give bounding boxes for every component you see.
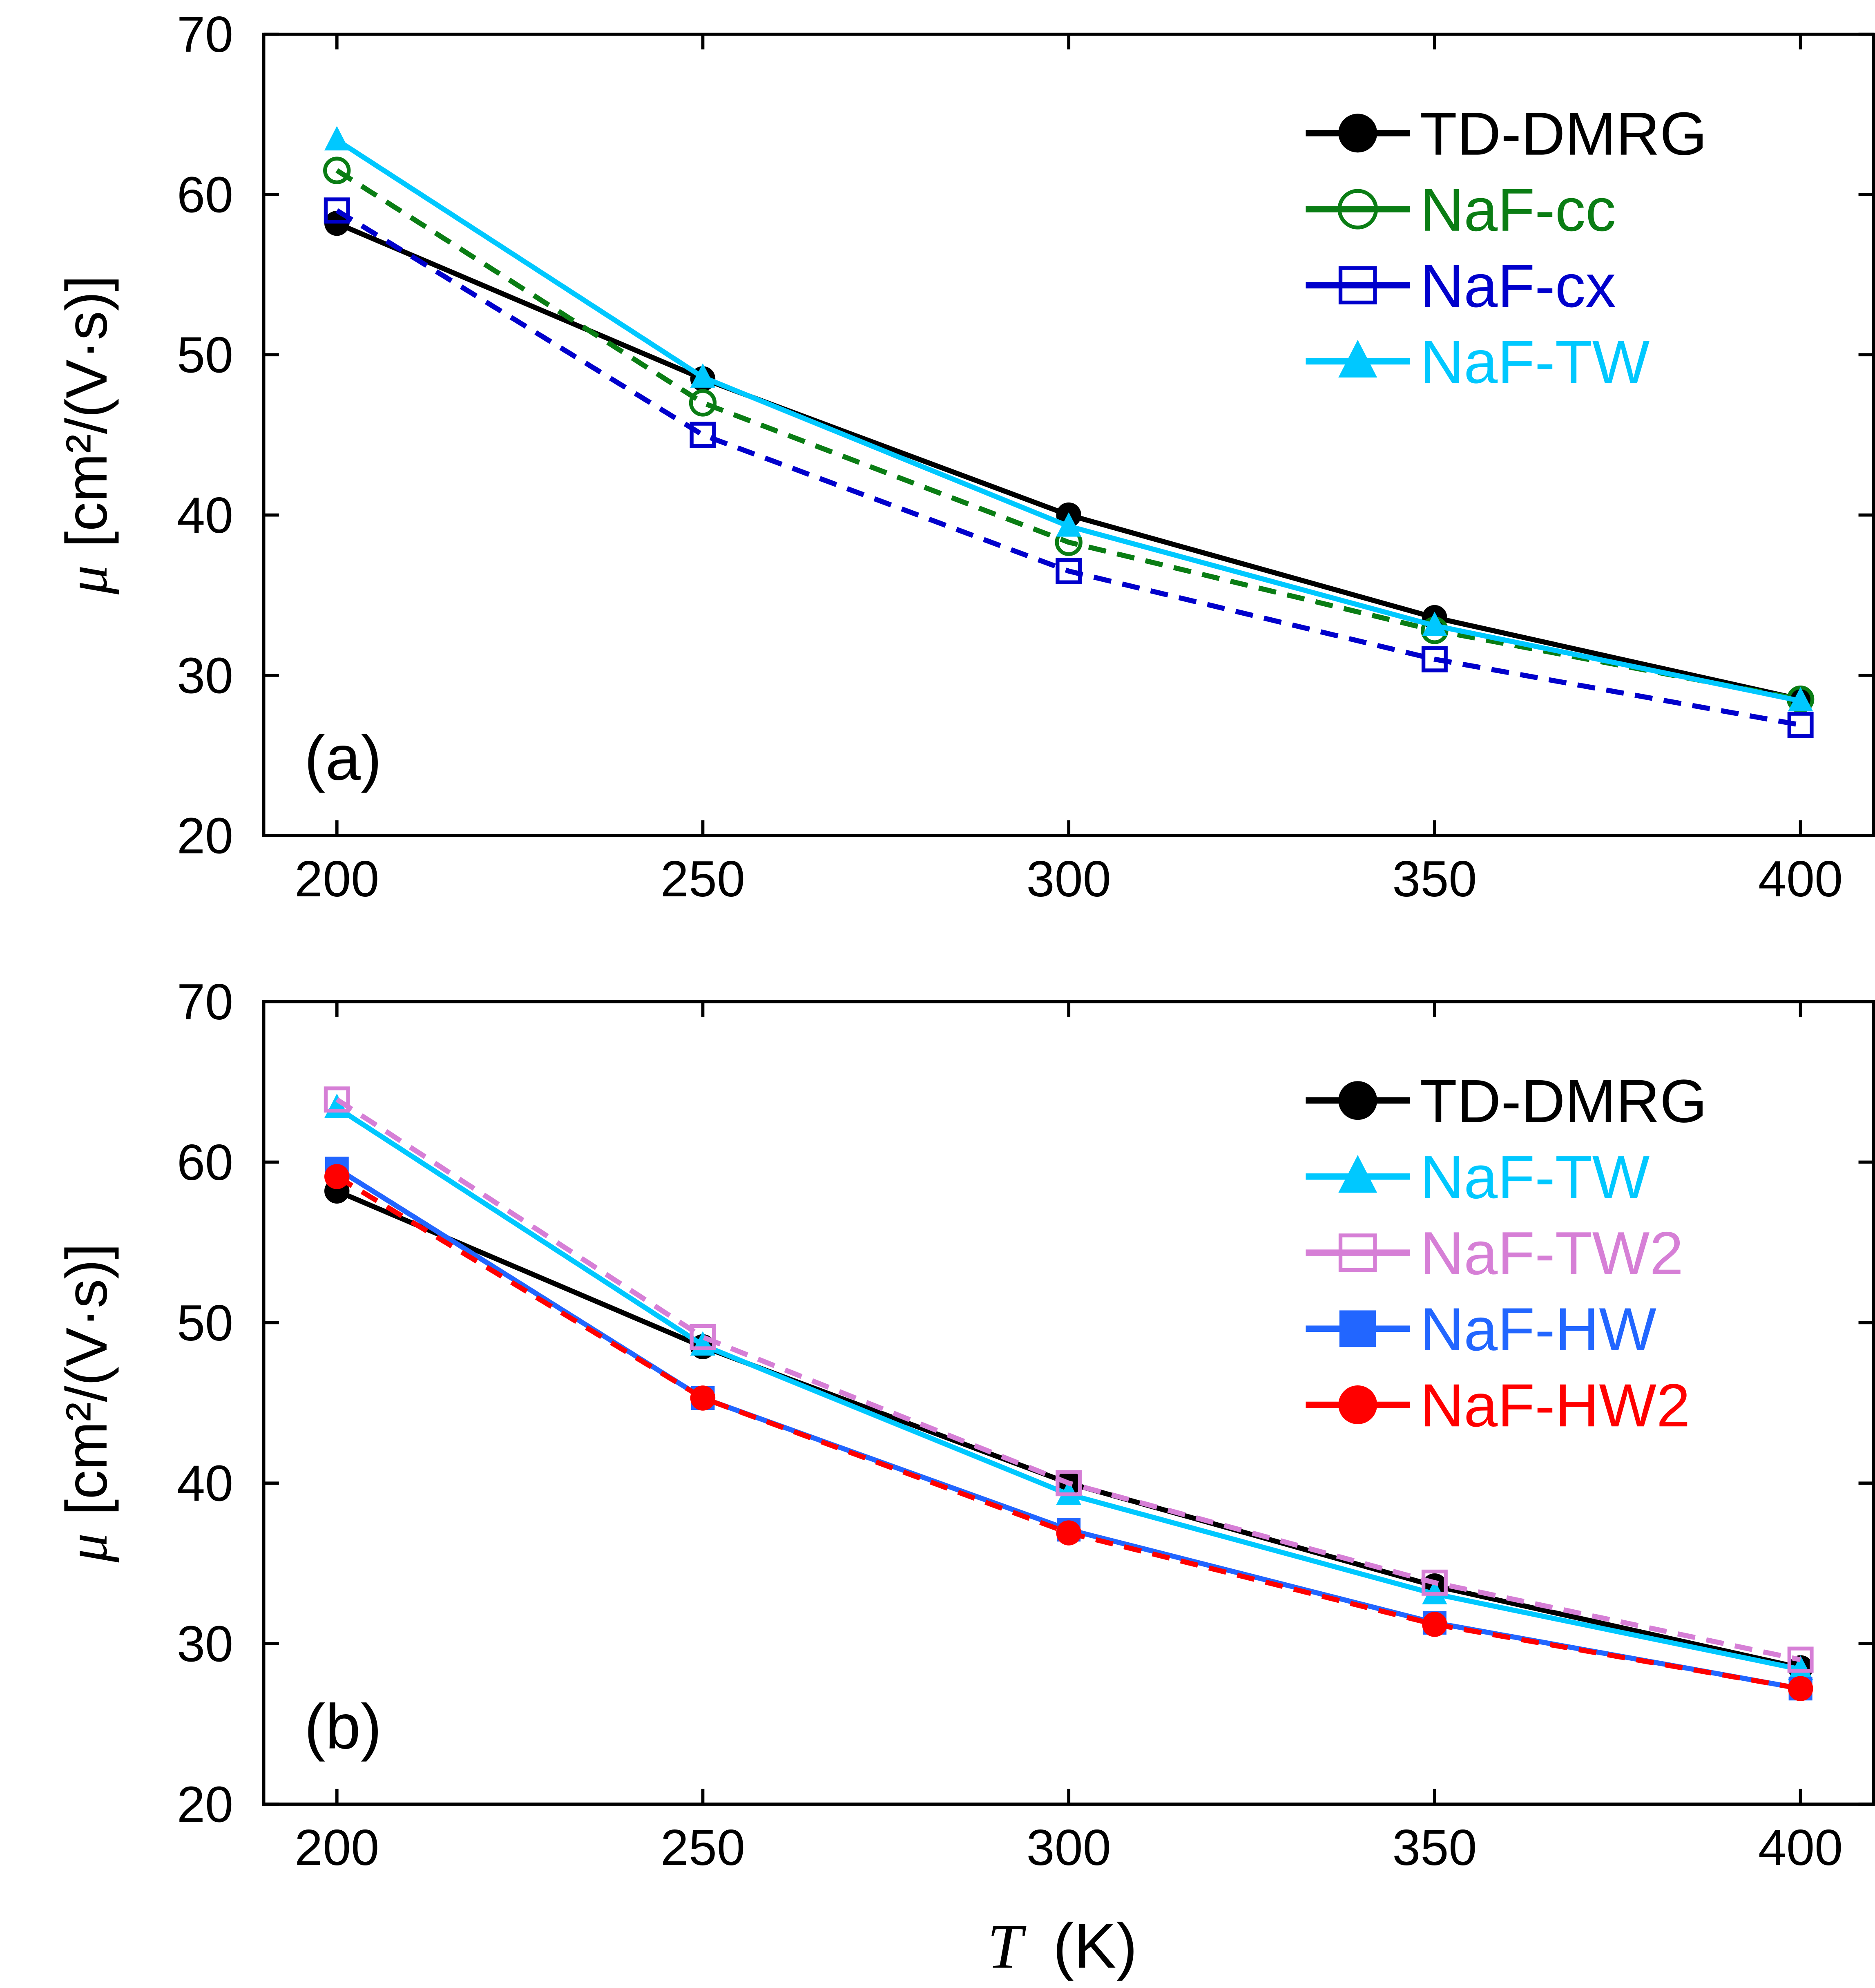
y-tick-label: 70 (177, 7, 233, 63)
data-point (690, 1324, 716, 1350)
series-naf-tw (324, 126, 1813, 712)
legend-marker (1338, 114, 1377, 153)
legend-label: NaF-TW (1420, 1143, 1650, 1211)
series-line (335, 208, 1801, 728)
y-tick-label: 20 (177, 1776, 233, 1833)
y-axis-label: μ [cm²/(V·s)] (54, 1243, 119, 1563)
data-point (690, 422, 716, 448)
y-tick-label: 30 (177, 1616, 233, 1673)
legend-item: NaF-TW (1306, 1143, 1650, 1211)
y-axis-symbol: μ (55, 1533, 119, 1563)
data-point (1787, 712, 1814, 738)
y-axis-units: [cm²/(V·s)] (54, 1243, 119, 1515)
data-point (1422, 612, 1447, 636)
y-tick-label: 40 (177, 1456, 233, 1512)
legend-item: TD-DMRG (1306, 100, 1707, 168)
legend-marker (1338, 340, 1377, 378)
legend-marker (1338, 266, 1377, 305)
x-tick-label: 300 (1027, 1820, 1111, 1876)
y-tick-label: 40 (177, 487, 233, 544)
series-naf-tw2 (324, 1086, 1814, 1673)
data-point (324, 1086, 350, 1113)
legend-label: TD-DMRG (1420, 1067, 1707, 1135)
panel-b: 200 250 300 350 400 20 30 40 50 60 70 μ [cm²/(V·s)] (… (54, 974, 1875, 1876)
legend-marker (1338, 1233, 1377, 1272)
y-tick-label: 60 (177, 1135, 233, 1191)
legend-label: NaF-cx (1420, 252, 1616, 320)
data-point (1788, 1655, 1813, 1680)
data-point (324, 197, 350, 224)
legend-marker (1338, 1385, 1377, 1424)
legend-item: NaF-TW (1306, 328, 1650, 396)
x-tick-label: 200 (295, 851, 379, 907)
data-point (1787, 1646, 1814, 1673)
x-axis-label: T (K) (987, 1910, 1137, 1981)
data-point (1056, 558, 1082, 584)
legend-item: NaF-TW2 (1306, 1219, 1683, 1287)
data-point (1056, 1520, 1081, 1546)
x-tick-label: 200 (295, 1820, 379, 1876)
y-tick-label: 20 (177, 808, 233, 864)
y-axis-label: μ [cm²/(V·s)] (54, 275, 119, 595)
legend-item: NaF-cx (1306, 252, 1616, 320)
data-point (323, 156, 351, 184)
y-axis-symbol: μ (55, 565, 119, 595)
series-naf-cx (324, 197, 1814, 738)
series-line (335, 1097, 1801, 1662)
x-tick-label: 250 (661, 1820, 745, 1876)
x-axis-symbol: T (987, 1911, 1027, 1981)
legend-marker (1337, 189, 1378, 230)
data-point (1421, 1569, 1448, 1596)
series-line (335, 168, 1801, 702)
data-point (690, 363, 716, 388)
series-naf-hw2 (324, 1164, 1813, 1701)
panel-a: 200 250 300 350 400 20 30 40 50 60 70 μ [cm²/(V·s)] (… (54, 7, 1875, 907)
legend-label: NaF-TW2 (1420, 1219, 1683, 1287)
data-point (1422, 1612, 1447, 1637)
legend-item: NaF-cc (1306, 176, 1616, 244)
y-tick-label: 30 (177, 648, 233, 704)
x-tick-label: 350 (1392, 851, 1477, 907)
data-point (1788, 1676, 1813, 1701)
x-tick-label: 400 (1758, 1820, 1843, 1876)
data-point (324, 1164, 350, 1189)
legend-label: TD-DMRG (1420, 100, 1707, 168)
data-point (1056, 1470, 1082, 1497)
legend-item: NaF-HW2 (1306, 1371, 1690, 1439)
panel-label: (a) (304, 723, 382, 793)
data-point (324, 126, 350, 151)
legend-item: TD-DMRG (1306, 1067, 1707, 1135)
data-point (690, 1385, 716, 1411)
y-tick-label: 60 (177, 167, 233, 223)
y-tick-label: 70 (177, 974, 233, 1030)
legend-label: NaF-HW2 (1420, 1371, 1690, 1439)
legend-item: NaF-HW (1306, 1295, 1657, 1363)
x-tick-label: 300 (1027, 851, 1111, 907)
legend-label: NaF-HW (1420, 1295, 1657, 1363)
data-point (1421, 646, 1448, 672)
x-axis-units: (K) (1053, 1910, 1137, 1981)
legend-label: NaF-TW (1420, 328, 1650, 396)
x-tick-label: 250 (661, 851, 745, 907)
legend-marker (1339, 1310, 1376, 1347)
legend-marker (1338, 1081, 1377, 1120)
legend-label: NaF-cc (1420, 176, 1616, 244)
legend-marker (1338, 1155, 1377, 1193)
y-tick-label: 50 (177, 327, 233, 384)
y-tick-label: 50 (177, 1295, 233, 1351)
panel-label: (b) (304, 1691, 382, 1762)
data-point (1788, 687, 1813, 712)
x-tick-label: 400 (1758, 851, 1843, 907)
x-tick-label: 350 (1392, 1820, 1477, 1876)
data-point (1056, 512, 1081, 537)
y-axis-units: [cm²/(V·s)] (54, 275, 119, 547)
data-point (689, 389, 717, 417)
